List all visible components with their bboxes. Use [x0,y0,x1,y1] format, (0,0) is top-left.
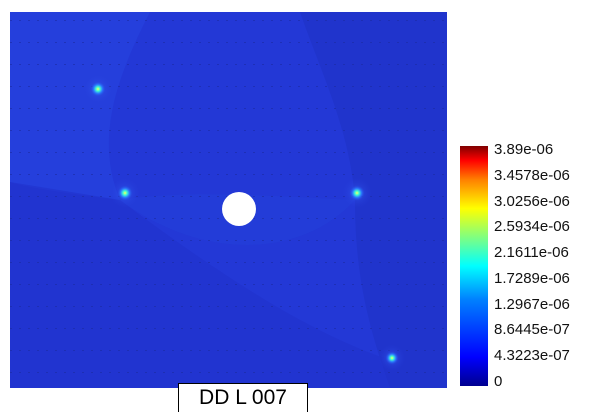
colorbar-tick-label: 2.5934e-06 [494,218,570,236]
colorbar-tick-label: 1.7289e-06 [494,269,570,287]
colorbar-tick-label: 3.89e-06 [494,141,554,158]
hotspot [117,185,133,201]
colorbar-gradient [460,146,488,386]
colorbar-tick-label: 4.3223e-07 [494,347,570,365]
caption-label: DD L 007 [178,383,308,412]
hotspot [385,351,399,365]
hotspot [90,81,106,97]
hotspot [349,185,365,201]
stress-field-plot [10,12,447,388]
central-hole [222,192,256,226]
colorbar-tick-label: 2.1611e-06 [494,244,569,262]
colorbar-tick-label: 1.2967e-06 [494,295,570,313]
colorbar-tick-label: 3.4578e-06 [494,166,570,184]
colorbar-tick-label: 0 [494,373,503,390]
colorbar [460,146,488,386]
colorbar-tick-label: 8.6445e-07 [494,321,570,339]
colorbar-tick-label: 3.0256e-06 [494,192,570,210]
